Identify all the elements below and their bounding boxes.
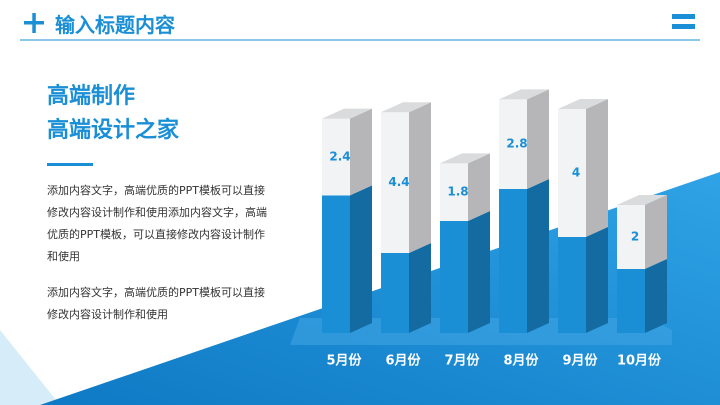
background-shape xyxy=(0,330,60,405)
value-label: 2.8 xyxy=(506,137,527,151)
header-title: 输入标题内容 xyxy=(55,13,175,37)
bar-segment xyxy=(381,102,431,253)
paragraph: 添加内容文字，高端优质的PPT模板可以直接修改内容设计制作和使用 xyxy=(47,286,265,321)
bar-top xyxy=(322,108,372,119)
bar-front xyxy=(381,253,409,333)
value-label: 4 xyxy=(572,166,580,180)
bar-side xyxy=(527,179,549,333)
bar-side xyxy=(645,259,667,333)
background-shape xyxy=(40,172,720,405)
paragraph: 添加内容文字，高端优质的PPT模板可以直接修改内容设计制作和使用添加内容文字，高… xyxy=(47,184,267,263)
bar-segment xyxy=(617,259,667,333)
header-icon xyxy=(32,13,36,33)
bar-side xyxy=(350,185,372,333)
bar-side xyxy=(409,243,431,333)
bar-segment xyxy=(499,89,549,189)
bar-side xyxy=(586,99,608,237)
x-tick-label: 6月份 xyxy=(385,353,421,369)
bar-top xyxy=(617,195,667,205)
x-tick-label: 8月份 xyxy=(503,353,539,369)
bar-top xyxy=(440,153,490,164)
bar-front xyxy=(440,163,468,221)
accent-bar xyxy=(47,163,93,166)
value-label: 2.4 xyxy=(329,150,350,164)
heading-line: 高端设计之家 xyxy=(47,118,180,143)
bar-top xyxy=(381,102,431,113)
bar-side xyxy=(527,89,549,189)
bar-top xyxy=(558,99,608,109)
bar-front xyxy=(440,221,468,333)
bar-front xyxy=(617,269,645,333)
x-tick-label: 9月份 xyxy=(562,353,598,369)
bar-segment xyxy=(617,195,667,269)
bar-front xyxy=(322,118,350,196)
bar-segment xyxy=(381,243,431,333)
heading: 高端制作 高端设计之家 xyxy=(47,80,179,148)
value-label: 4.4 xyxy=(388,175,409,189)
bar-segment xyxy=(440,153,490,221)
bar-side xyxy=(468,153,490,221)
x-tick-label: 5月份 xyxy=(326,353,362,369)
bar-segment xyxy=(558,227,608,333)
bar-side xyxy=(350,108,372,196)
value-label: 1.8 xyxy=(447,185,468,199)
bar-segment xyxy=(322,108,372,196)
bar-front xyxy=(558,237,586,333)
x-tick-label: 7月份 xyxy=(444,353,480,369)
value-label: 2 xyxy=(631,230,639,244)
bar-segment xyxy=(322,185,372,333)
bar-front xyxy=(381,112,409,253)
menu-icon xyxy=(672,24,695,29)
bar-side xyxy=(645,195,667,269)
bar-front xyxy=(617,205,645,269)
bar-segment xyxy=(499,179,549,333)
bar-segment xyxy=(558,99,608,237)
bar-side xyxy=(409,102,431,253)
bar-side xyxy=(468,211,490,333)
bar-front xyxy=(499,99,527,189)
bar-segment xyxy=(440,211,490,333)
x-tick-label: 10月份 xyxy=(617,353,662,369)
bar-front xyxy=(322,195,350,333)
bar-front xyxy=(499,189,527,333)
bar-top xyxy=(499,89,549,100)
heading-line: 高端制作 xyxy=(47,84,136,109)
menu-icon xyxy=(672,14,695,19)
bar-front xyxy=(558,109,586,237)
bar-side xyxy=(586,227,608,333)
